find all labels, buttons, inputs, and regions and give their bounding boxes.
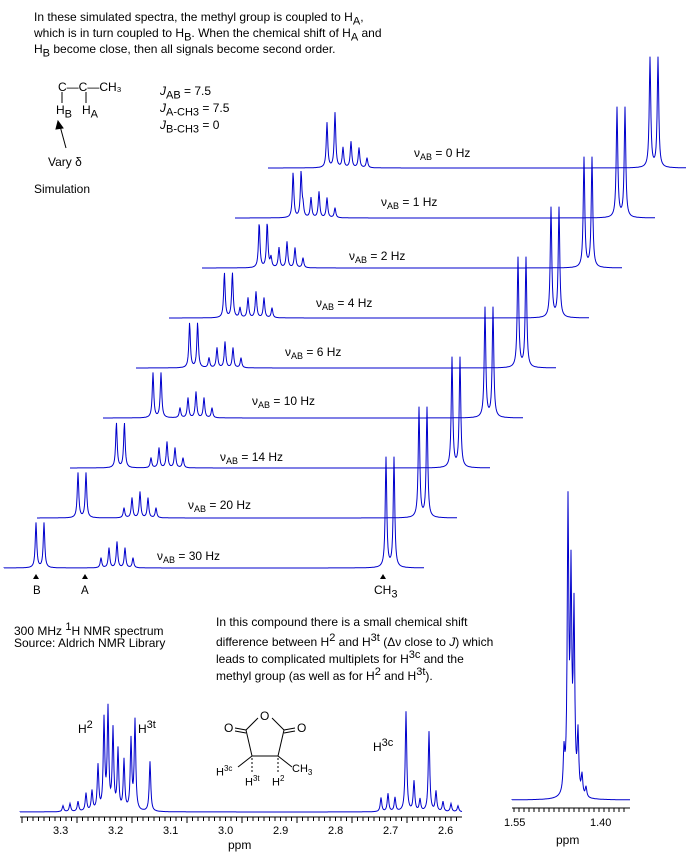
mol-ch3: CH3 (292, 763, 313, 778)
spectrum-label-14hz: νAB = 14 Hz (220, 450, 283, 466)
fragment-ha: HA (82, 103, 99, 121)
vary-arrow (55, 119, 67, 149)
source-line-1: 300 MHz 1H NMR spectrum (14, 621, 164, 638)
peak-label-h3t: H3t (138, 719, 156, 736)
fragment-hb: HB (56, 103, 73, 121)
marker-ch3-label: CH3 (374, 583, 398, 601)
spectrum-label-0hz: νAB = 0 Hz (414, 146, 470, 162)
main-axis (20, 816, 462, 823)
simulated-spectra-stack (3, 56, 686, 569)
main-axis-tick-label: 3.0 (218, 825, 234, 837)
mol-o-ring: O (260, 709, 270, 723)
coupling-jb-ch3: JB-CH3 = 0 (160, 118, 220, 136)
marker-b-label: B (33, 585, 41, 597)
spectrum-trace-30hz (3, 456, 424, 569)
spectrum-label-4hz: νAB = 4 Hz (316, 296, 372, 312)
intro-line-1: In these simulated spectra, the methyl g… (34, 10, 364, 28)
marker-a-label: A (81, 585, 89, 597)
note-line-4: methyl group (as well as for H2 and H3t)… (216, 666, 433, 683)
inset-axis-unit: ppm (556, 833, 580, 847)
inset-axis-tick-label: 1.40 (590, 817, 612, 829)
inset-spectrum (511, 491, 630, 801)
experimental-spectrum (19, 703, 463, 813)
spectrum-label-1hz: νAB = 1 Hz (381, 195, 437, 211)
marker-ch3-triangle (380, 574, 386, 579)
mol-h3t: H3t (245, 774, 260, 789)
spectrum-label-30hz: νAB = 30 Hz (157, 549, 220, 565)
main-axis-tick-label: 2.7 (383, 825, 399, 837)
molecule-structure (234, 717, 296, 772)
marker-b-triangle (33, 574, 39, 579)
mol-o-right: O (297, 721, 307, 735)
inset-axis (512, 807, 630, 812)
coupling-ja-ch3: JA-CH3 = 7.5 (160, 101, 230, 119)
main-axis-tick-label: 2.9 (273, 825, 289, 837)
experimental-trace (19, 703, 463, 813)
position-markers (33, 574, 386, 579)
simulation-label: Simulation (34, 182, 91, 196)
note-line-3: leads to complicated multiplets for H3c … (216, 649, 464, 666)
spectrum-label-20hz: νAB = 20 Hz (188, 498, 251, 514)
inset-trace (511, 491, 630, 801)
spectrum-label-2hz: νAB = 2 Hz (349, 249, 405, 265)
fragment-bonds (61, 92, 87, 103)
main-axis-tick-label: 3.1 (163, 825, 179, 837)
main-axis-tick-label: 2.6 (438, 825, 454, 837)
inset-axis-tick-label: 1.55 (504, 817, 526, 829)
intro-line-2: which is in turn coupled to HB. When the… (34, 26, 382, 44)
intro-line-3: HB become close, then all signals become… (34, 42, 336, 60)
fragment-chain: C—C—CH₃ (58, 80, 122, 94)
main-axis-tick-label: 2.8 (328, 825, 344, 837)
main-axis-unit: ppm (228, 838, 252, 852)
source-line-2: Source: Aldrich NMR Library (14, 636, 166, 650)
spectra-labels: νAB = 0 Hz νAB = 1 Hz νAB = 2 Hz νAB = 4 Hz… (157, 146, 470, 565)
main-axis-tick-label: 3.3 (53, 825, 69, 837)
spectrum-label-6hz: νAB = 6 Hz (285, 345, 341, 361)
vary-delta-label: Vary δ (48, 155, 82, 169)
mol-o-left: O (224, 721, 234, 735)
mol-h2: H2 (272, 774, 285, 789)
coupling-jab: JAB = 7.5 (160, 84, 212, 102)
main-axis-tick-label: 3.2 (108, 825, 124, 837)
marker-a-triangle (82, 574, 88, 579)
peak-label-h3c: H3c (373, 737, 394, 754)
mol-h3c: H3c (216, 764, 233, 779)
note-line-2: difference between H2 and H3t (Δν close … (216, 632, 494, 649)
spectrum-trace-0hz (268, 56, 686, 169)
note-line-1: In this compound there is a small chemic… (216, 615, 468, 629)
peak-label-h2: H2 (78, 719, 93, 736)
spectrum-label-10hz: νAB = 10 Hz (252, 394, 315, 410)
